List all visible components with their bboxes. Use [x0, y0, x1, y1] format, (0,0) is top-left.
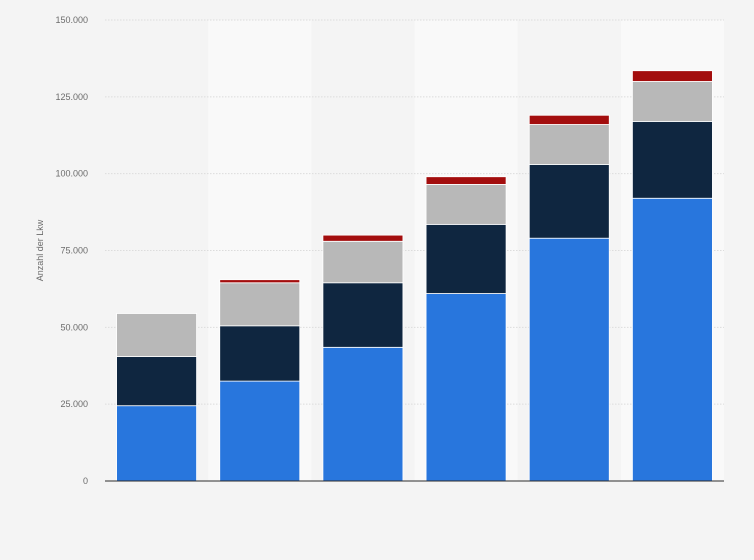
- bar-segment-1-1: [219, 325, 301, 382]
- bar-segment-5-3: [632, 70, 713, 82]
- bar-segment-5-1: [632, 121, 713, 199]
- y-tick-label: 50.000: [60, 322, 88, 332]
- bar-segment-2-1: [322, 282, 404, 348]
- bar-segment-2-0: [322, 346, 404, 482]
- y-tick-label: 100.000: [55, 169, 88, 179]
- bar-segment-2-3: [322, 234, 404, 242]
- bar-segment-2-2: [322, 240, 404, 284]
- bar-segment-4-3: [528, 114, 610, 125]
- bar-segment-1-2: [219, 282, 301, 327]
- bar-segment-0-0: [116, 405, 197, 482]
- bars: [116, 70, 713, 482]
- bar-segment-5-0: [632, 197, 713, 482]
- y-axis-ticks: 0 25.000 50.000 75.000 100.000 125.000 150.000: [55, 15, 88, 486]
- bar-segment-3-3: [425, 176, 507, 185]
- y-tick-label: 150.000: [55, 15, 88, 25]
- bar-segment-3-1: [425, 223, 507, 294]
- bar-segment-1-0: [219, 380, 301, 482]
- gridlines: [105, 19, 724, 405]
- bar-segment-5-2: [632, 81, 713, 122]
- y-axis-title: Anzahl der Lkw: [35, 219, 45, 281]
- y-tick-label: 25.000: [60, 399, 88, 409]
- bar-segment-3-0: [425, 293, 507, 482]
- y-tick-label: 125.000: [55, 92, 88, 102]
- y-tick-label: 0: [83, 476, 88, 486]
- bar-segment-0-2: [116, 313, 197, 357]
- bar-segment-4-1: [528, 164, 610, 239]
- y-tick-label: 75.000: [60, 246, 88, 256]
- bar-segment-4-0: [528, 237, 610, 482]
- bar-segment-3-2: [425, 184, 507, 225]
- bar-segment-0-1: [116, 356, 197, 407]
- bar-segment-1-3: [219, 279, 301, 284]
- bar-segment-4-2: [528, 124, 610, 165]
